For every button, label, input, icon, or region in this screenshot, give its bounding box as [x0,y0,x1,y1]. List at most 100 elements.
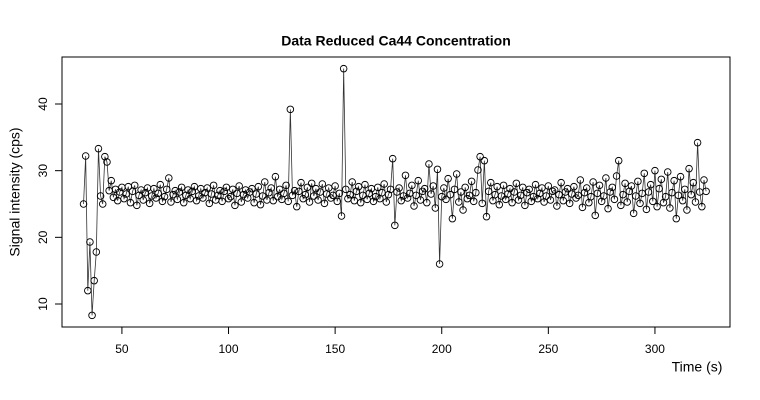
point [649,197,657,206]
point [280,189,288,198]
point [617,201,625,210]
point [318,180,327,188]
point [254,182,263,191]
x-tick-label: 100 [219,342,239,356]
point [465,191,474,200]
point [167,198,175,206]
point [220,187,229,196]
point [333,197,342,206]
point [627,182,636,190]
point [593,189,602,198]
point [623,198,631,206]
point [371,192,380,201]
point [103,158,111,166]
point [480,156,489,165]
point [120,194,128,203]
point [179,198,188,207]
point [614,156,623,165]
x-tick-label: 300 [645,342,665,356]
point [414,176,423,185]
point [672,214,681,223]
point [446,190,455,199]
point [578,203,587,212]
point [478,199,486,208]
point [79,200,88,208]
point [393,188,401,196]
series-line [83,68,707,316]
point [589,178,597,186]
point [203,184,211,192]
point [86,238,94,246]
point [459,206,467,214]
point [484,187,493,196]
point [235,182,243,190]
point [171,186,179,195]
point [580,188,589,197]
point [693,138,702,147]
point [122,190,130,198]
point [689,178,698,187]
point [450,185,459,194]
point [265,188,273,197]
point [348,178,356,186]
point [512,179,521,188]
plot-box [61,56,731,328]
point [431,204,440,212]
x-tick-label: 250 [538,342,558,356]
point [546,196,555,204]
point [676,172,685,181]
point [397,196,405,205]
point [427,190,435,198]
point [292,202,301,211]
point [84,286,92,295]
point [261,178,269,186]
point [429,182,437,190]
point [160,192,169,201]
point [461,183,469,192]
point [608,183,617,192]
point [356,198,365,207]
chart-title: Data Reduced Ca44 Concentration [281,33,511,49]
point [145,199,154,208]
point [380,180,388,188]
point [299,194,307,203]
point [214,191,222,200]
point [474,166,482,174]
point [391,221,399,230]
point [310,192,318,200]
point [273,192,282,201]
point [271,172,280,181]
point [412,191,420,200]
point [642,205,651,214]
point [307,179,316,188]
point [335,189,344,198]
point [162,185,171,194]
point [139,196,147,204]
point [425,160,433,168]
point [101,152,109,161]
point [542,192,550,200]
point [388,154,397,163]
point [683,206,691,214]
point [305,198,314,206]
point [442,195,450,204]
point [177,183,186,192]
point [487,178,495,187]
point [284,197,292,206]
point [150,184,158,193]
y-tick-label: 20 [36,230,50,244]
point [510,188,518,196]
point [297,178,305,187]
point [205,199,214,208]
point [555,190,563,199]
point [418,187,427,196]
point [226,192,235,201]
point [156,180,165,189]
point [401,171,410,180]
point [416,196,425,204]
point [476,152,484,161]
point [269,196,278,205]
point [435,260,444,268]
point [521,201,529,210]
